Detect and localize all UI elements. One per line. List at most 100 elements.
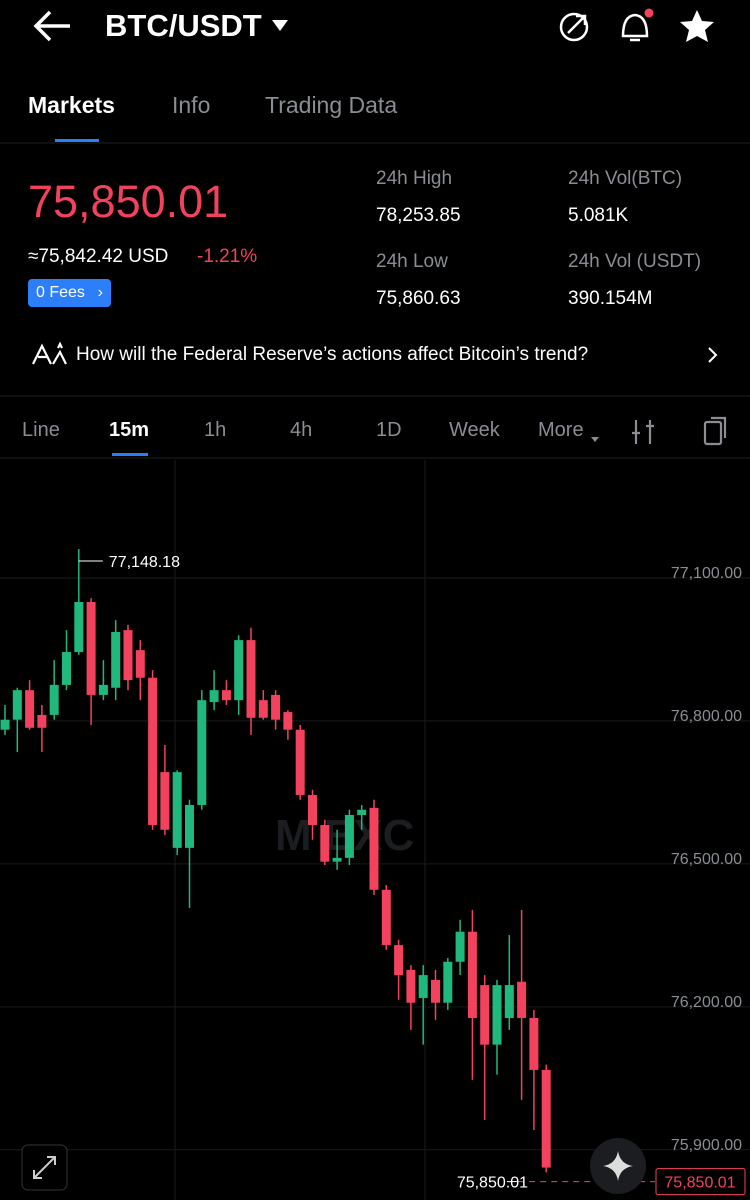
candle-body <box>406 969 416 1003</box>
candle-body <box>394 945 404 976</box>
candle-body <box>492 985 502 1045</box>
candle-body <box>221 690 231 701</box>
candle-body <box>25 690 35 728</box>
candle-body <box>308 794 317 825</box>
y-tick-label: 77,100.00 <box>671 565 742 582</box>
candle-body <box>49 684 59 715</box>
candle-body <box>246 640 256 718</box>
candle-body <box>418 975 428 998</box>
ai-button[interactable] <box>590 1138 646 1194</box>
candle-body <box>381 889 391 946</box>
candle-body <box>295 729 305 795</box>
candle-body <box>74 601 84 653</box>
interval[interactable]: Line <box>22 419 60 441</box>
candle-body <box>209 690 219 703</box>
last-price-axis-label: 75,850.01 <box>664 1175 735 1192</box>
layout-icon-back <box>711 416 727 438</box>
watermark: M EXC <box>275 811 414 860</box>
y-tick-label: 76,800.00 <box>671 708 742 725</box>
stat-label: 24h High <box>376 168 453 189</box>
tab[interactable]: Markets <box>28 92 115 118</box>
chevron-icon[interactable] <box>708 347 718 363</box>
candle-body <box>480 985 490 1045</box>
stat-value: 75,860.63 <box>376 288 461 309</box>
candle-body <box>529 1017 539 1070</box>
candle-body <box>185 804 194 848</box>
candle-body <box>0 719 10 730</box>
interval[interactable]: 4h <box>290 419 313 441</box>
candle-body <box>541 1069 551 1168</box>
candle-body <box>283 712 293 730</box>
candle-body <box>12 690 22 720</box>
stat-label: 24h Vol(BTC) <box>568 168 683 189</box>
interval[interactable]: More <box>538 419 584 441</box>
expand-icon <box>33 1156 56 1179</box>
candle-body <box>62 652 71 685</box>
candle-body <box>234 640 244 701</box>
icons <box>0 8 750 459</box>
last-price: 75,850.01 <box>28 176 229 227</box>
price-change: -1.21% <box>197 246 258 267</box>
last-price-label: 75,850.01 <box>457 1175 528 1192</box>
candle-body <box>148 677 158 825</box>
candle-body <box>98 684 108 695</box>
layout-icon[interactable] <box>703 420 723 446</box>
candle-body <box>37 714 47 728</box>
stat-label: 24h Vol (USDT) <box>568 251 702 272</box>
candle-body <box>504 985 514 1018</box>
candle-body <box>357 809 367 815</box>
back-icon[interactable] <box>33 10 70 42</box>
tab-indicator <box>55 139 99 142</box>
candle-body <box>197 700 207 805</box>
interval[interactable]: 15m <box>109 419 150 441</box>
candle-body <box>160 772 170 830</box>
expand-button[interactable] <box>21 1144 68 1191</box>
ai-icon <box>32 341 67 365</box>
tab[interactable]: Trading Data <box>265 92 398 118</box>
candle-body <box>443 961 453 1003</box>
interval[interactable]: 1h <box>204 419 227 441</box>
banner[interactable]: How will the Federal Reserve’s actions a… <box>76 344 589 365</box>
sparkle-icon <box>603 1151 633 1181</box>
fees-text: 0 Fees <box>36 284 85 301</box>
tab[interactable]: Info <box>172 92 211 118</box>
max-label: 77,148.18 <box>109 554 180 571</box>
y-tick-label: 76,500.00 <box>671 851 742 868</box>
stat-label: 24h Low <box>376 251 448 272</box>
interval-indicator <box>112 453 148 456</box>
candle-body <box>258 700 268 718</box>
more-arrow <box>591 437 599 442</box>
settings-icon[interactable] <box>632 420 654 444</box>
dropdown-icon[interactable] <box>272 20 288 31</box>
share-arrow <box>567 14 587 34</box>
y-tick-label: 75,900.00 <box>671 1137 742 1154</box>
candle-body <box>320 824 330 862</box>
candle-body <box>332 857 342 862</box>
candle-body <box>111 632 121 688</box>
candle-body <box>369 807 379 890</box>
candle-body <box>86 601 96 695</box>
candle-body <box>135 650 145 678</box>
stat-value: 78,253.85 <box>376 205 461 226</box>
stat-value: 390.154M <box>568 288 653 309</box>
interval[interactable]: Week <box>449 419 500 441</box>
usd-price: ≈75,842.42 USD <box>28 246 169 267</box>
stat-value: 5.081K <box>568 205 629 226</box>
bell-icon[interactable] <box>621 13 649 42</box>
candle-body <box>172 772 182 848</box>
fees-badge[interactable]: 0 Fees › <box>28 279 111 307</box>
candle-body <box>271 694 281 720</box>
notification-dot <box>644 8 654 18</box>
candle-body <box>517 981 527 1018</box>
share-icon[interactable] <box>559 12 589 42</box>
candle-body <box>123 630 133 681</box>
candle-body <box>467 931 477 1018</box>
last-price-box <box>655 1168 746 1196</box>
symbol[interactable]: BTC/USDT <box>105 8 262 43</box>
interval[interactable]: 1D <box>376 419 402 441</box>
candle-body <box>431 979 440 1003</box>
candle-body <box>344 814 354 858</box>
y-tick-label: 76,200.00 <box>671 994 742 1011</box>
favorite-icon[interactable] <box>680 10 714 42</box>
